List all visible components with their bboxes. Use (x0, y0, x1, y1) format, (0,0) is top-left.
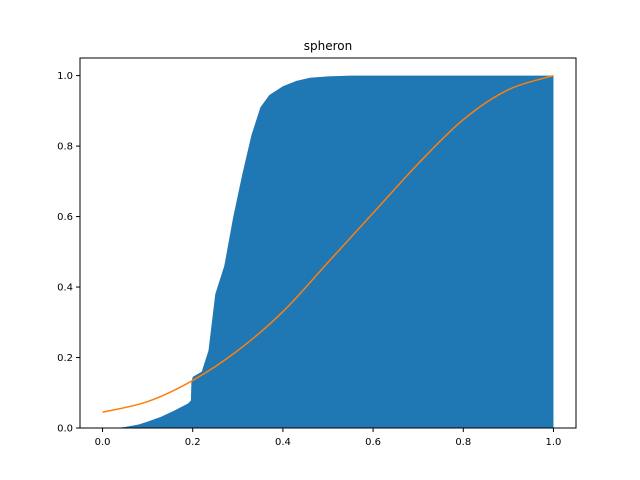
x-tick-label: 0.8 (455, 437, 471, 448)
series-line (102, 74, 554, 413)
x-tick-label: 1.0 (546, 437, 562, 448)
x-tick-label: 0.2 (185, 437, 201, 448)
y-tick-label: 0.2 (57, 353, 73, 364)
histogram-area (102, 75, 554, 429)
y-tick-label: 0.8 (57, 142, 73, 153)
x-tick-label: 0.4 (275, 437, 291, 448)
chart-title: spheron (304, 39, 352, 53)
y-tick-label: 0.4 (57, 283, 73, 294)
y-tick-label: 0.6 (57, 212, 73, 223)
y-tick-label: 1.0 (57, 71, 73, 82)
plot-area (102, 74, 554, 429)
x-tick-label: 0.6 (365, 437, 381, 448)
axes: 0.0 0.2 0.4 0.6 0.8 1.0 0.0 0.2 0.4 0.6 0.8 1.0 (57, 57, 577, 448)
x-tick-label: 0.0 (95, 437, 111, 448)
axes-frame (79, 57, 577, 429)
y-tick-label: 0.0 (57, 424, 73, 435)
